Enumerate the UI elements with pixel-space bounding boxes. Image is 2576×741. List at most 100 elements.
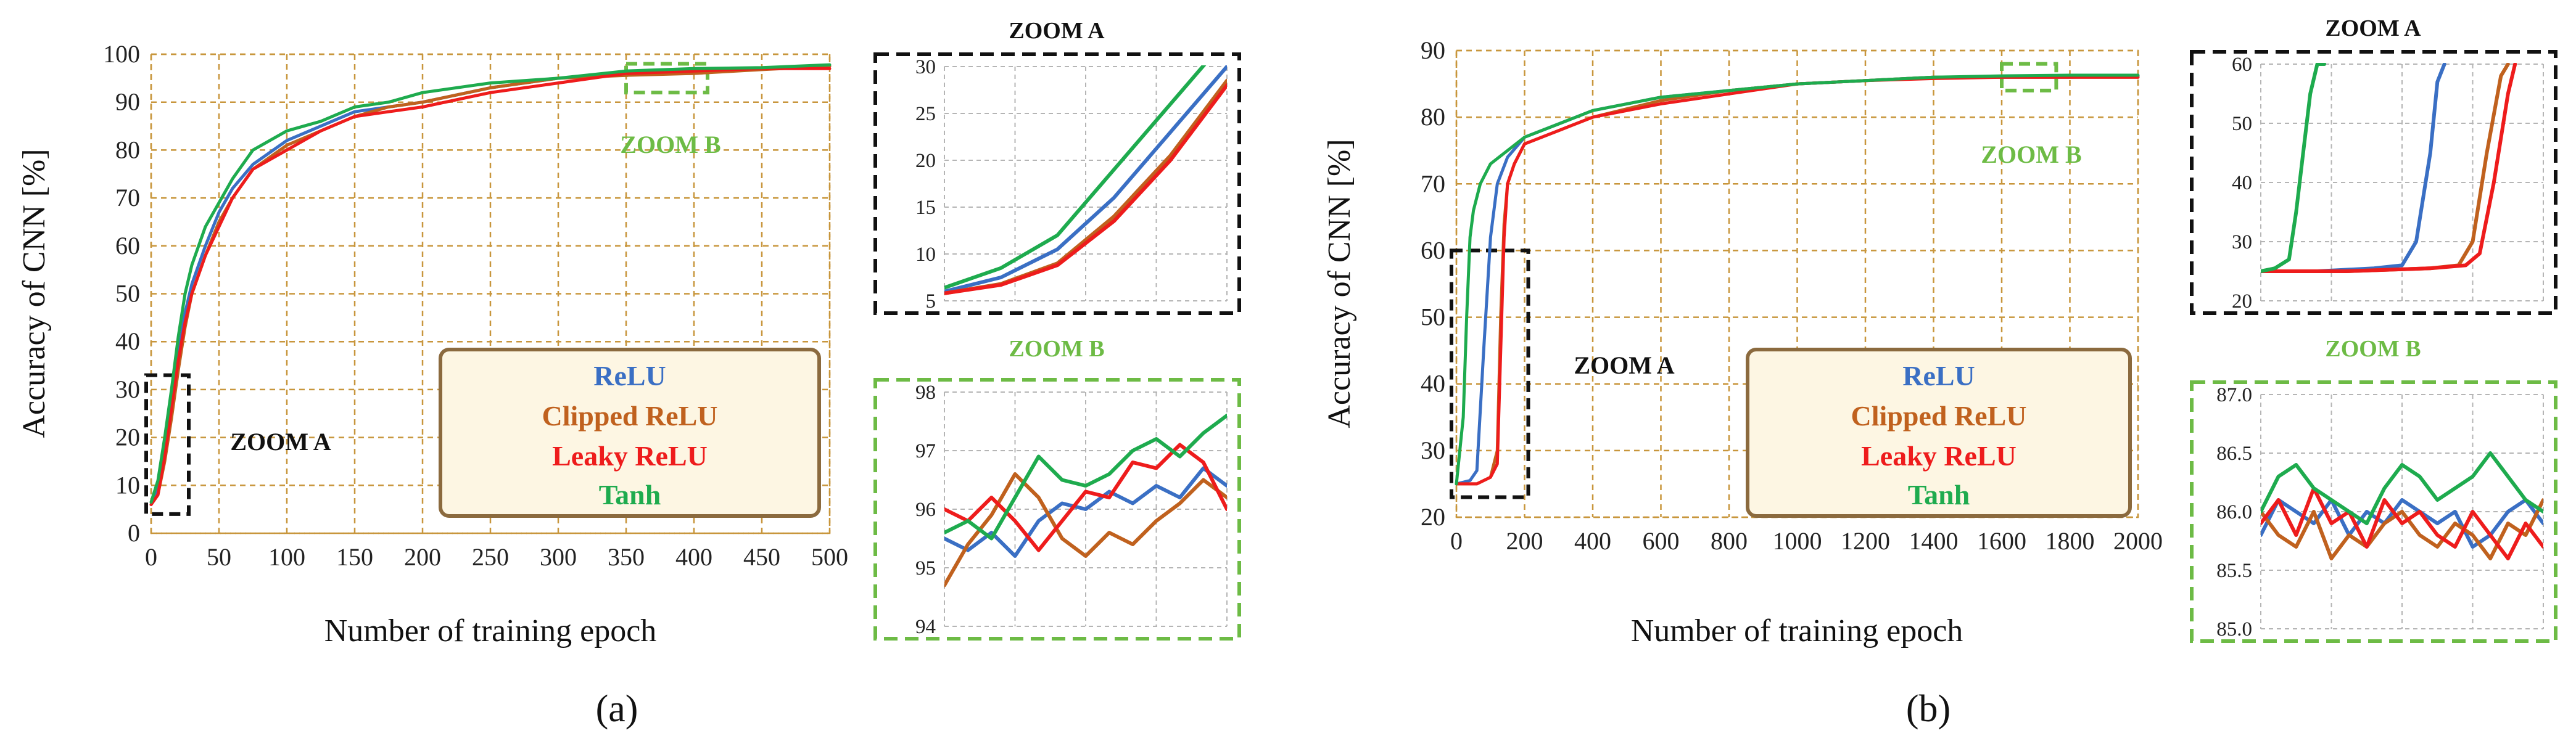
inset-a-zoom-a-y-tick-label: 20 <box>915 150 936 172</box>
inset-b-zoom-a-y-tick-label: 60 <box>2232 54 2252 76</box>
main-plot-b-y-label: Accuracy of CNN [%] <box>1322 139 1357 428</box>
main-plot-a-zoom-a-box <box>144 373 191 516</box>
main-plot-a-y-tick-label: 30 <box>115 375 140 403</box>
panel-a-label: (a) <box>596 688 638 730</box>
main-plot-a-x-tick-label: 500 <box>811 543 848 571</box>
main-plot-a-x-tick-label: 150 <box>336 543 373 571</box>
legend-b-box <box>1746 348 2132 518</box>
main-plot-b-y-tick-label: 60 <box>1421 236 1445 264</box>
main-plot-b-zoom-b-label: ZOOM B <box>1981 141 2081 168</box>
main-plot-a-zoom-b-label: ZOOM B <box>620 131 720 158</box>
main-plot-a-zoom-boxes <box>144 62 709 516</box>
inset-b-zoom-a-grid <box>2260 63 2544 301</box>
inset-a-zoom-a-series-relu <box>944 65 1227 293</box>
main-plot-b-lines <box>1455 73 2140 486</box>
main-plot-b-x-ticks: 0 200 400 600 800 1000 1200 1400 1600 1800 2000 <box>1450 527 2163 555</box>
main-plot-b-x-tick-label: 200 <box>1506 527 1543 555</box>
inset-a-zoom-a-series-tanh <box>944 65 1207 290</box>
inset-b-zoom-a: ZOOM A 20 30 40 50 60 <box>2190 15 2557 315</box>
inset-b-zoom-b-series-leaky-relu <box>2261 486 2543 560</box>
inset-a-zoom-a-series-leaky-relu <box>944 83 1227 295</box>
main-plot-a-x-tick-label: 100 <box>268 543 305 571</box>
inset-b-zoom-b-y-tick-label: 85.0 <box>2216 618 2252 641</box>
main-plot-b-y-tick-label: 20 <box>1421 503 1445 531</box>
main-plot-b-x-label: Number of training epoch <box>1631 613 1963 649</box>
main-plot-a-y-tick-label: 90 <box>115 88 140 116</box>
inset-a-zoom-b-lines <box>944 414 1227 587</box>
inset-b-zoom-a-y-tick-label: 50 <box>2232 113 2252 135</box>
inset-a-zoom-b-y-tick-label: 95 <box>915 557 936 579</box>
inset-b-zoom-b: ZOOM B 85.0 85.5 86.0 86.5 87.0 <box>2190 336 2557 643</box>
inset-b-zoom-a-series-leaky-relu <box>2261 63 2517 273</box>
inset-b-zoom-b-y-tick-label: 86.0 <box>2216 501 2252 523</box>
main-plot-a-y-tick-label: 0 <box>128 519 140 547</box>
inset-b-zoom-a-y-tick-label: 40 <box>2232 172 2252 194</box>
inset-b-zoom-b-series-tanh <box>2261 451 2543 525</box>
main-plot-b-y-tick-label: 50 <box>1421 303 1445 331</box>
inset-b-zoom-b-title: ZOOM B <box>2325 336 2421 362</box>
panel-b: 0 200 400 600 800 1000 1200 1400 1600 1800 2000 20… <box>1322 15 2557 730</box>
main-plot-b-x-tick-label: 400 <box>1574 527 1611 555</box>
inset-a-zoom-b-series-relu <box>944 466 1227 558</box>
main-plot-a-x-tick-label: 450 <box>743 543 780 571</box>
inset-a-zoom-a-y-tick-label: 25 <box>915 103 936 125</box>
legend-b: ReLU Clipped ReLU Leaky ReLU Tanh <box>1746 348 2132 518</box>
main-plot-b-y-ticks: 20 30 40 50 60 70 80 90 <box>1421 36 1445 531</box>
main-plot-a-y-tick-label: 10 <box>115 471 140 499</box>
main-plot-a-y-tick-label: 80 <box>115 136 140 163</box>
inset-a-zoom-b-series-clipped-relu <box>944 472 1227 587</box>
main-plot-a-zoom-a-label: ZOOM A <box>230 428 331 456</box>
main-plot-a-lines <box>149 63 832 506</box>
main-plot-a-x-tick-label: 300 <box>540 543 577 571</box>
main-plot-b-x-tick-label: 1600 <box>1977 527 2026 555</box>
main-plot-a-series-leaky-relu <box>149 67 832 506</box>
inset-a-zoom-b-title: ZOOM B <box>1009 336 1104 362</box>
inset-a-zoom-a-y-tick-label: 10 <box>915 244 936 266</box>
main-plot-b-y-tick-label: 40 <box>1421 370 1445 398</box>
main-plot-a-x-tick-label: 350 <box>608 543 645 571</box>
inset-a-zoom-b-y-tick-label: 97 <box>915 440 936 462</box>
inset-b-zoom-b-y-tick-label: 87.0 <box>2216 384 2252 406</box>
inset-a-zoom-a-y-tick-label: 30 <box>915 56 936 78</box>
main-plot-b-y-tick-label: 30 <box>1421 436 1445 464</box>
inset-b-zoom-a-series-tanh <box>2261 63 2327 273</box>
inset-a-zoom-b-series-tanh <box>944 414 1227 541</box>
main-plot-a-x-label: Number of training epoch <box>324 613 657 649</box>
main-plot-b-y-tick-label: 80 <box>1421 103 1445 131</box>
main-plot-a-y-tick-label: 50 <box>115 280 140 308</box>
panel-b-label: (b) <box>1906 688 1951 730</box>
inset-a-zoom-a-y-tick-label: 15 <box>915 197 936 219</box>
main-plot-a-x-tick-label: 200 <box>404 543 441 571</box>
inset-a-zoom-a-y-tick-label: 5 <box>926 290 936 313</box>
main-plot-a-x-ticks: 0 50 100 150 200 250 300 350 400 450 500 <box>145 543 848 571</box>
main-plot-a-y-tick-label: 40 <box>115 327 140 355</box>
main-plot-b-y-tick-label: 90 <box>1421 36 1445 64</box>
inset-b-zoom-a-title: ZOOM A <box>2325 15 2421 41</box>
main-plot-b-x-tick-label: 1800 <box>2046 527 2095 555</box>
legend-a-box <box>439 348 821 518</box>
inset-b-zoom-b-y-tick-label: 86.5 <box>2216 443 2252 465</box>
main-plot-b-x-tick-label: 0 <box>1450 527 1463 555</box>
inset-b-zoom-b-y-ticks: 85.0 85.5 86.0 86.5 87.0 <box>2216 384 2252 641</box>
main-plot-a-x-tick-label: 50 <box>207 543 231 571</box>
inset-a-zoom-a-title: ZOOM A <box>1009 18 1105 44</box>
legend-a-tanh: Tanh <box>599 479 661 510</box>
inset-a-zoom-b: ZOOM B 94 95 96 97 98 <box>873 336 1241 641</box>
inset-a-zoom-b-y-tick-label: 94 <box>915 616 936 638</box>
inset-b-zoom-b-grid <box>2260 394 2544 629</box>
inset-a-zoom-b-grid <box>944 391 1228 627</box>
inset-a-zoom-b-y-ticks: 94 95 96 97 98 <box>915 382 936 638</box>
legend-b-tanh: Tanh <box>1908 479 1970 510</box>
main-plot-b-zoom-a-label: ZOOM A <box>1574 351 1674 379</box>
main-plot-b-series-tanh <box>1455 73 2140 486</box>
legend-b-relu: ReLU <box>1902 360 1975 391</box>
inset-b-zoom-a-y-tick-label: 30 <box>2232 231 2252 253</box>
legend-a-clipped-relu: Clipped ReLU <box>542 400 718 432</box>
legend-b-leaky-relu: Leaky ReLU <box>1861 440 2017 472</box>
inset-b-zoom-b-y-tick-label: 85.5 <box>2216 560 2252 582</box>
legend-a-relu: ReLU <box>593 360 666 391</box>
inset-a-zoom-b-y-tick-label: 98 <box>915 382 936 404</box>
inset-b-zoom-b-series-clipped-relu <box>2261 498 2543 560</box>
main-plot-a-x-tick-label: 400 <box>675 543 712 571</box>
